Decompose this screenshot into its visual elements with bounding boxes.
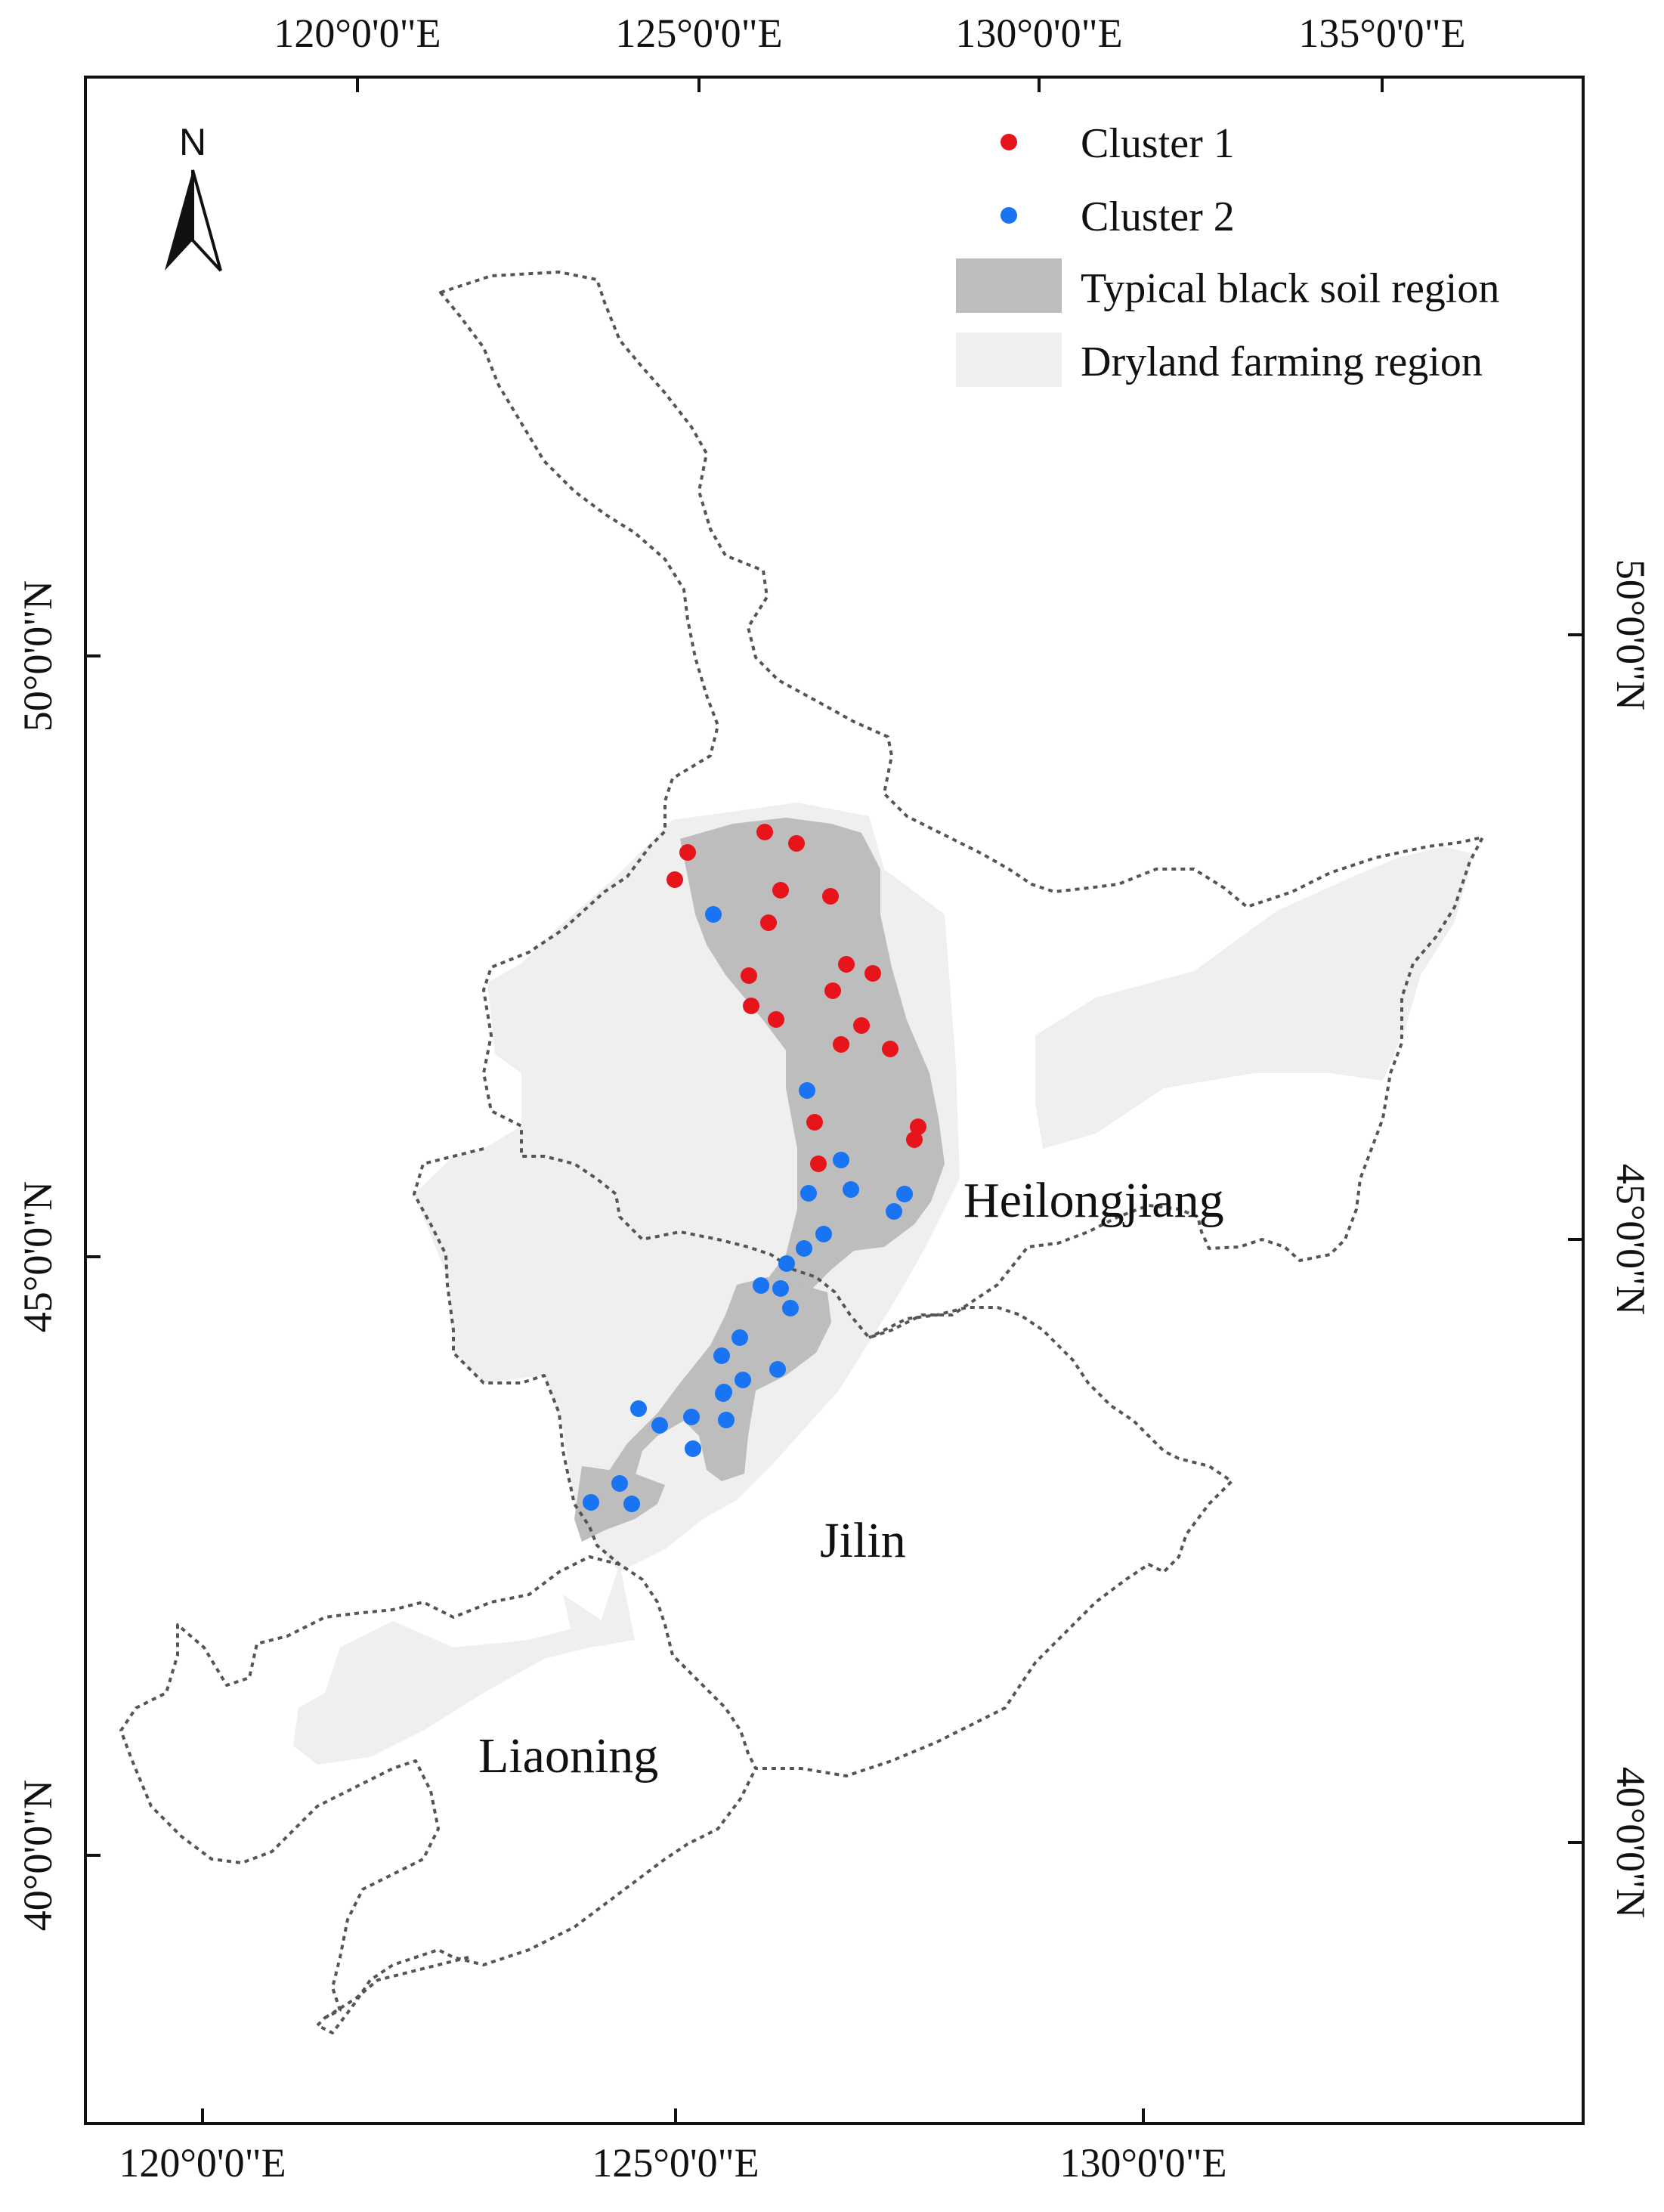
top-tick-label: 120°0'0"E xyxy=(274,11,441,56)
legend-dryland-label: Dryland farming region xyxy=(1081,339,1483,385)
cluster2-point xyxy=(685,1440,701,1457)
cluster2-point xyxy=(833,1152,849,1168)
cluster2-point xyxy=(778,1255,795,1272)
cluster1-point xyxy=(838,956,855,973)
top-tick-label: 135°0'0"E xyxy=(1298,11,1465,56)
liaoning-peninsula-coast xyxy=(323,1956,469,2019)
cluster2-point xyxy=(731,1329,748,1346)
cluster2-point xyxy=(715,1385,731,1402)
right-tick-label: 45°0'0"N xyxy=(1608,1164,1653,1315)
dryland-eastern-area xyxy=(1035,846,1474,1149)
cluster2-point xyxy=(705,906,722,923)
bottom-axis: 120°0'0"E 125°0'0"E 130°0'0"E xyxy=(119,2108,1227,2186)
cluster2-point xyxy=(843,1181,859,1198)
cluster1-point xyxy=(760,914,777,931)
legend: Cluster 1 Cluster 2 Typical black soil r… xyxy=(956,120,1499,387)
cluster1-point xyxy=(853,1017,870,1034)
legend-cluster2-label: Cluster 2 xyxy=(1081,193,1235,240)
right-axis: 50°0'0"N 45°0'0"N 40°0'0"N xyxy=(1568,559,1653,1918)
left-tick-label: 50°0'0"N xyxy=(15,580,60,732)
cluster2-point xyxy=(611,1475,628,1492)
black-soil-southwest xyxy=(574,1466,665,1542)
cluster2-point xyxy=(815,1226,832,1242)
province-boundaries xyxy=(119,271,1484,2034)
cluster1-point xyxy=(741,967,757,984)
province-label-heilongjiang: Heilongjiang xyxy=(963,1173,1224,1228)
cluster2-point xyxy=(769,1361,786,1378)
cluster2-point xyxy=(651,1417,668,1434)
cluster2-point xyxy=(799,1082,815,1099)
jilin-boundary xyxy=(413,1147,1233,1777)
cluster2-point xyxy=(623,1496,640,1512)
north-label: N xyxy=(179,121,206,163)
heilongjiang-boundary xyxy=(439,271,1484,1339)
bottom-tick-label: 130°0'0"E xyxy=(1059,2140,1226,2186)
bottom-tick-label: 120°0'0"E xyxy=(119,2140,286,2186)
cluster1-point xyxy=(906,1131,923,1148)
cluster1-point xyxy=(756,824,773,840)
cluster1-point xyxy=(910,1118,926,1135)
cluster2-point xyxy=(782,1300,799,1316)
cluster2-point xyxy=(718,1412,735,1428)
legend-cluster1-marker xyxy=(1001,134,1017,150)
left-axis: 50°0'0"N 45°0'0"N 40°0'0"N xyxy=(15,580,101,1931)
top-tick-label: 125°0'0"E xyxy=(615,11,782,56)
legend-cluster1-label: Cluster 1 xyxy=(1081,120,1235,167)
province-label-jilin: Jilin xyxy=(820,1513,906,1568)
province-label-liaoning: Liaoning xyxy=(478,1728,658,1784)
legend-black-soil-swatch xyxy=(956,258,1062,313)
north-arrow-icon: N xyxy=(165,121,222,272)
cluster2-point xyxy=(800,1185,817,1202)
legend-black-soil-label: Typical black soil region xyxy=(1081,265,1499,312)
cluster1-point xyxy=(822,888,839,905)
cluster2-point xyxy=(753,1277,769,1294)
cluster1-point xyxy=(679,844,696,861)
dryland-liaoning-fragment xyxy=(563,1595,620,1646)
cluster-points xyxy=(583,824,926,1512)
cluster2-point xyxy=(886,1203,902,1220)
dryland-liaoning-strip xyxy=(293,1564,635,1765)
cluster2-point xyxy=(583,1494,599,1511)
top-axis: 120°0'0"E 125°0'0"E 130°0'0"E 135°0'0"E xyxy=(274,11,1466,92)
cluster2-point xyxy=(683,1409,700,1425)
cluster1-point xyxy=(833,1036,849,1053)
right-tick-label: 50°0'0"N xyxy=(1608,559,1653,710)
legend-dryland-swatch xyxy=(956,333,1062,387)
cluster2-point xyxy=(630,1400,647,1417)
cluster2-point xyxy=(896,1186,913,1202)
cluster2-point xyxy=(772,1280,789,1297)
right-tick-label: 40°0'0"N xyxy=(1608,1767,1653,1918)
left-tick-label: 40°0'0"N xyxy=(15,1780,60,1931)
cluster1-point xyxy=(806,1114,823,1131)
cluster2-point xyxy=(735,1372,751,1388)
cluster1-point xyxy=(824,982,841,999)
top-tick-label: 130°0'0"E xyxy=(955,11,1122,56)
cluster1-point xyxy=(788,835,805,852)
bottom-tick-label: 125°0'0"E xyxy=(592,2140,759,2186)
cluster2-point xyxy=(796,1240,812,1257)
cluster1-point xyxy=(864,965,881,982)
cluster1-point xyxy=(772,882,789,899)
black-soil-core xyxy=(680,818,945,1323)
cluster1-point xyxy=(743,998,759,1014)
cluster1-point xyxy=(882,1041,898,1057)
cluster1-point xyxy=(667,871,683,888)
cluster1-point xyxy=(768,1011,784,1028)
left-tick-label: 45°0'0"N xyxy=(15,1181,60,1332)
cluster2-point xyxy=(713,1347,730,1364)
legend-cluster2-marker xyxy=(1001,207,1017,224)
cluster1-point xyxy=(810,1155,827,1172)
